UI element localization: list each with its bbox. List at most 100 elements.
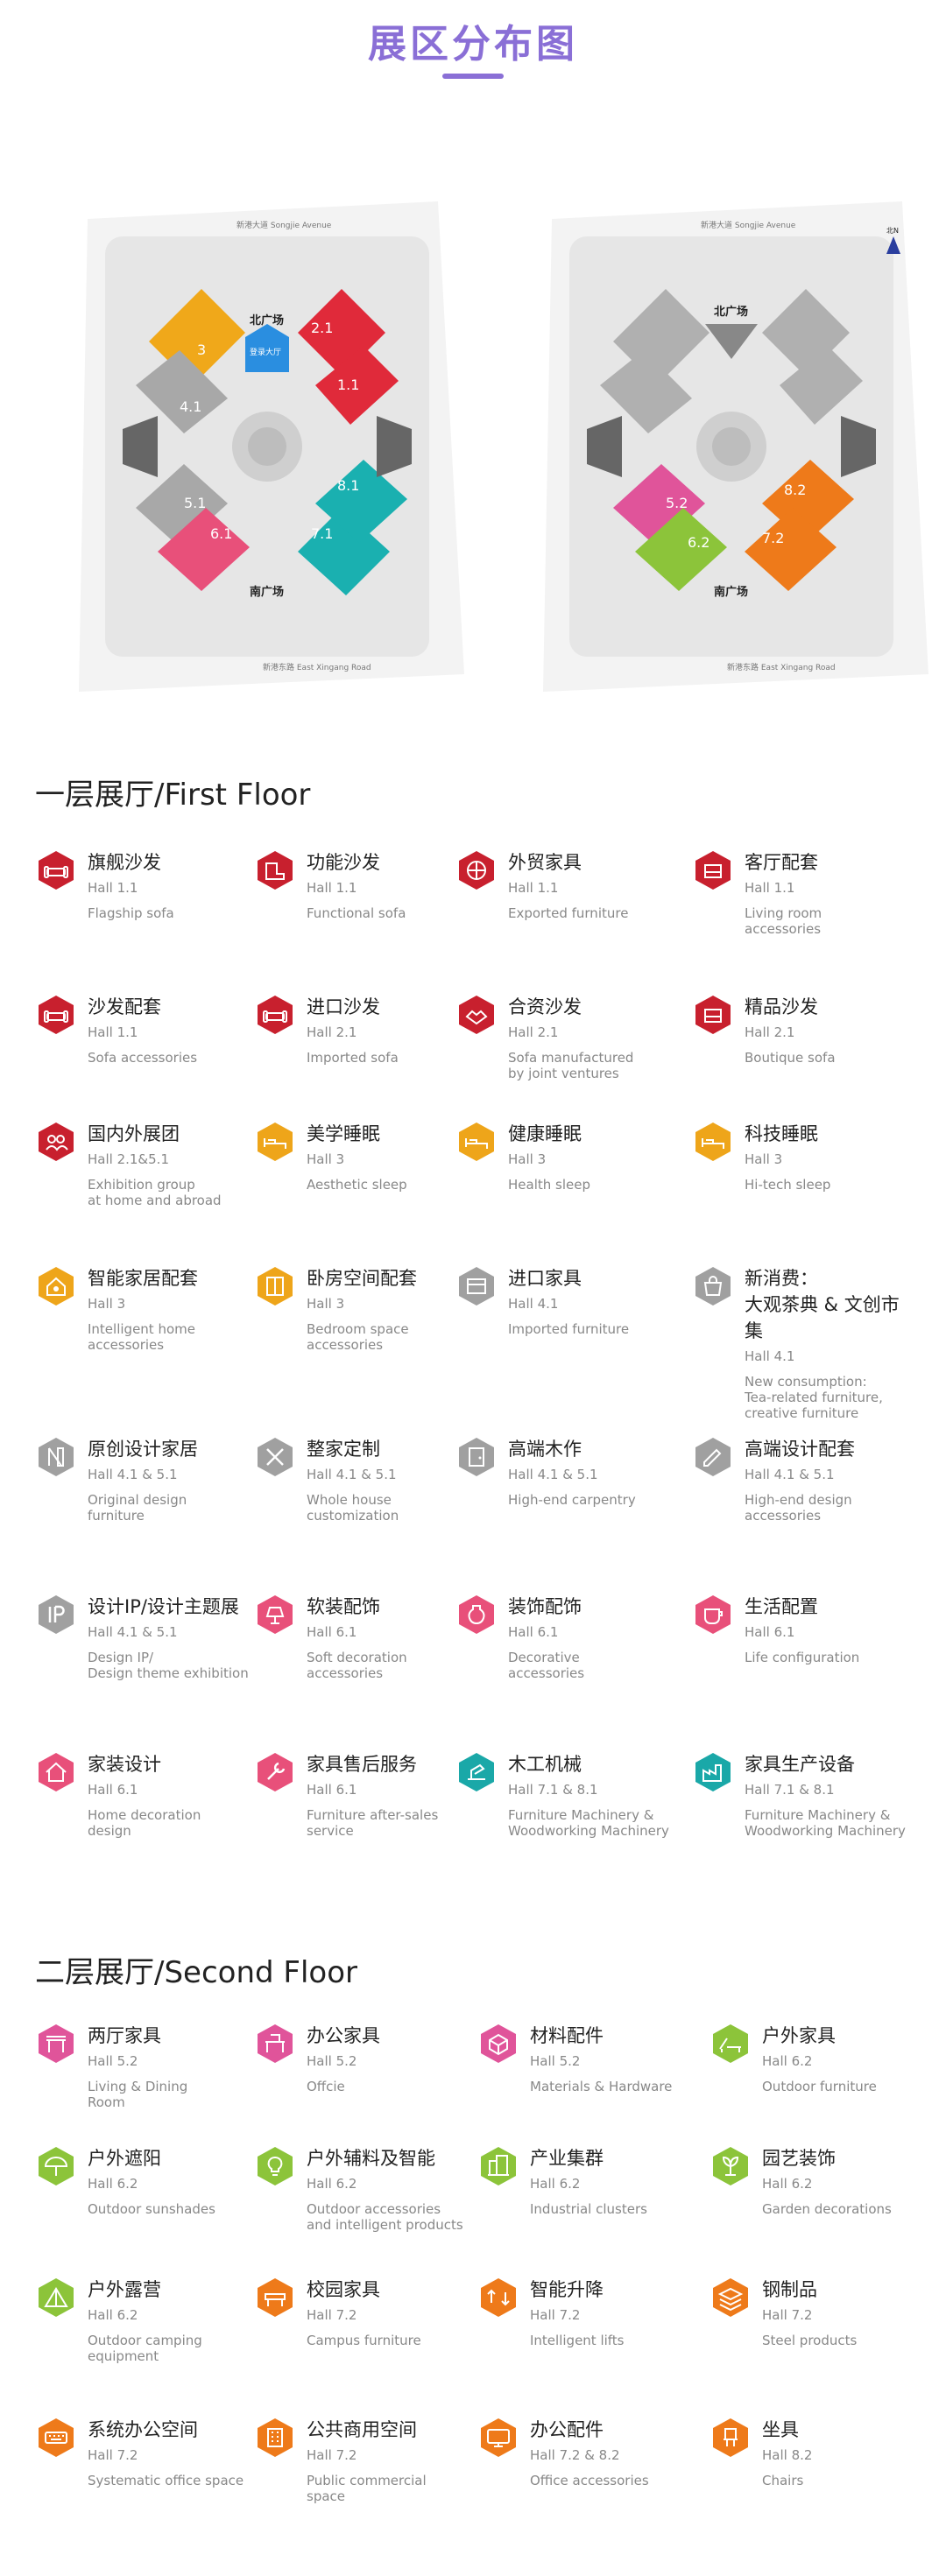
category-english: Materials & Hardware <box>530 2079 673 2094</box>
category-english: Chairs <box>762 2473 804 2488</box>
second-floor-title: 二层展厅/Second Floor <box>35 1955 357 1990</box>
category-hall: Hall 3 <box>307 1151 345 1167</box>
category-english: Soft decoration accessories <box>307 1650 407 1681</box>
chair-icon-svg <box>713 2418 748 2457</box>
category-hall: Hall 4.1 & 5.1 <box>508 1467 598 1482</box>
armchair-icon <box>692 849 734 891</box>
first-floor-title: 一层展厅/First Floor <box>35 778 311 813</box>
category-hall: Hall 7.1 & 8.1 <box>508 1782 598 1798</box>
category-english: Campus furniture <box>307 2333 421 2348</box>
category-name: 生活配置 <box>745 1596 818 1617</box>
category-text: 家具生产设备 Hall 7.1 & 8.1 Furniture Machinery … <box>745 1751 911 1839</box>
category-hall: Hall 2.1 <box>745 1024 795 1040</box>
lift-icon-svg <box>481 2278 516 2317</box>
category-hall: Hall 6.2 <box>762 2053 813 2069</box>
category-text: 进口沙发 Hall 2.1 Imported sofa <box>307 994 473 1066</box>
ip-icon <box>35 1594 77 1636</box>
school-desk-icon <box>254 2277 296 2319</box>
office-building-icon <box>254 2417 296 2459</box>
hall-1-1-number: 1.1 <box>337 377 359 393</box>
category-hall: Hall 1.1 <box>307 880 357 896</box>
category-hall: Hall 1.1 <box>88 880 138 896</box>
category-hall: Hall 6.1 <box>508 1624 559 1640</box>
page-title: 展区分布图 <box>368 22 578 67</box>
category-english: Industrial clusters <box>530 2201 647 2217</box>
category-hall: Hall 3 <box>307 1296 345 1312</box>
category-hall: Hall 7.2 <box>88 2447 138 2463</box>
category-name: 进口家具 <box>508 1268 582 1289</box>
title-underline <box>442 74 504 79</box>
category-hall: Hall 4.1 & 5.1 <box>745 1467 835 1482</box>
tools-icon-svg <box>258 1438 293 1476</box>
design-icon <box>35 1436 77 1478</box>
category-name: 坐具 <box>762 2419 799 2440</box>
hall-6-1-block <box>158 508 250 591</box>
road-bottom-2: 新港东路 East Xingang Road <box>727 662 836 672</box>
category-english: Design IP/ Design theme exhibition <box>88 1650 249 1681</box>
globe-icon-svg <box>459 851 494 890</box>
cup-icon-svg <box>695 1595 731 1634</box>
category-text: 进口家具 Hall 4.1 Imported furniture <box>508 1265 674 1337</box>
hall-6-1-number: 6.1 <box>210 525 232 542</box>
lobby-label: 登录大厅 <box>250 347 281 357</box>
south-plaza-label-2: 南广场 <box>714 585 748 599</box>
category-english: Outdoor accessories and intelligent prod… <box>307 2201 463 2233</box>
category-english: Decorative accessories <box>508 1650 585 1681</box>
venue-maps-svg: 新港大道 Songjie Avenue 新港东路 East Xingang Ro… <box>79 201 928 692</box>
category-english: Boutique sofa <box>745 1050 836 1066</box>
category-english: Home decoration design <box>88 1807 201 1839</box>
category-name: 客厅配套 <box>745 852 818 873</box>
globe-icon <box>455 849 498 891</box>
compass-label: 北N <box>886 227 899 235</box>
group-icon <box>35 1121 77 1163</box>
category-name: 产业集群 <box>530 2148 604 2169</box>
category-text: 园艺装饰 Hall 6.2 Garden decorations <box>762 2145 928 2217</box>
category-text: 坐具 Hall 8.2 Chairs <box>762 2417 928 2488</box>
category-name: 校园家具 <box>307 2279 380 2300</box>
category-name: 园艺装饰 <box>762 2148 836 2169</box>
machine-icon <box>455 1751 498 1793</box>
hall-6-2-number: 6.2 <box>688 534 710 551</box>
category-name: 设计IP/设计主题展 <box>88 1596 239 1617</box>
category-english: Imported furniture <box>508 1321 630 1337</box>
bed-icon-svg <box>695 1123 731 1161</box>
lift-icon <box>477 2277 519 2319</box>
category-text: 生活配置 Hall 6.1 Life configuration <box>745 1594 911 1665</box>
category-name: 材料配件 <box>530 2025 604 2046</box>
monitor-icon <box>477 2417 519 2459</box>
lobby-block <box>245 324 289 372</box>
category-name: 户外辅料及智能 <box>307 2148 435 2169</box>
steel-icon <box>710 2277 752 2319</box>
category-text: 健康睡眠 Hall 3 Health sleep <box>508 1121 674 1193</box>
category-english: New consumption: Tea-related furniture, … <box>745 1374 883 1421</box>
category-text: 新消费： 大观茶典 & 文创市集 Hall 4.1 New consumption:… <box>745 1265 911 1421</box>
house-icon-svg <box>39 1753 74 1791</box>
category-hall: Hall 4.1 <box>745 1348 795 1364</box>
table-icon-svg <box>39 2024 74 2063</box>
category-hall: Hall 6.2 <box>530 2176 581 2192</box>
category-text: 设计IP/设计主题展 Hall 4.1 & 5.1 Design IP/ Desig… <box>88 1594 254 1681</box>
category-hall: Hall 1.1 <box>745 880 795 896</box>
category-text: 家具售后服务 Hall 6.1 Furniture after-sales serv… <box>307 1751 473 1839</box>
sofa-icon-svg <box>39 996 74 1034</box>
category-hall: Hall 7.2 & 8.2 <box>530 2447 620 2463</box>
hall-8-1-block <box>315 460 407 543</box>
category-english: Imported sofa <box>307 1050 399 1066</box>
hall-7-2-block <box>745 508 837 591</box>
category-english: Public commercial space <box>307 2473 427 2504</box>
road-top-2: 新港大道 Songjie Avenue <box>701 220 796 230</box>
door-icon-svg <box>459 1438 494 1476</box>
category-text: 精品沙发 Hall 2.1 Boutique sofa <box>745 994 911 1066</box>
floor1-map: 新港大道 Songjie Avenue 新港东路 East Xingang Ro… <box>79 201 464 692</box>
door-icon <box>455 1436 498 1478</box>
category-text: 高端木作 Hall 4.1 & 5.1 High-end carpentry <box>508 1436 674 1508</box>
wrench-icon <box>254 1751 296 1793</box>
category-hall: Hall 6.2 <box>88 2307 138 2323</box>
category-name: 合资沙发 <box>508 996 582 1017</box>
plant-icon <box>710 2145 752 2187</box>
category-text: 校园家具 Hall 7.2 Campus furniture <box>307 2277 473 2348</box>
category-text: 外贸家具 Hall 1.1 Exported furniture <box>508 849 674 921</box>
steel-icon-svg <box>713 2278 748 2317</box>
category-text: 旗舰沙发 Hall 1.1 Flagship sofa <box>88 849 254 921</box>
hall-5-1-block <box>136 464 228 547</box>
